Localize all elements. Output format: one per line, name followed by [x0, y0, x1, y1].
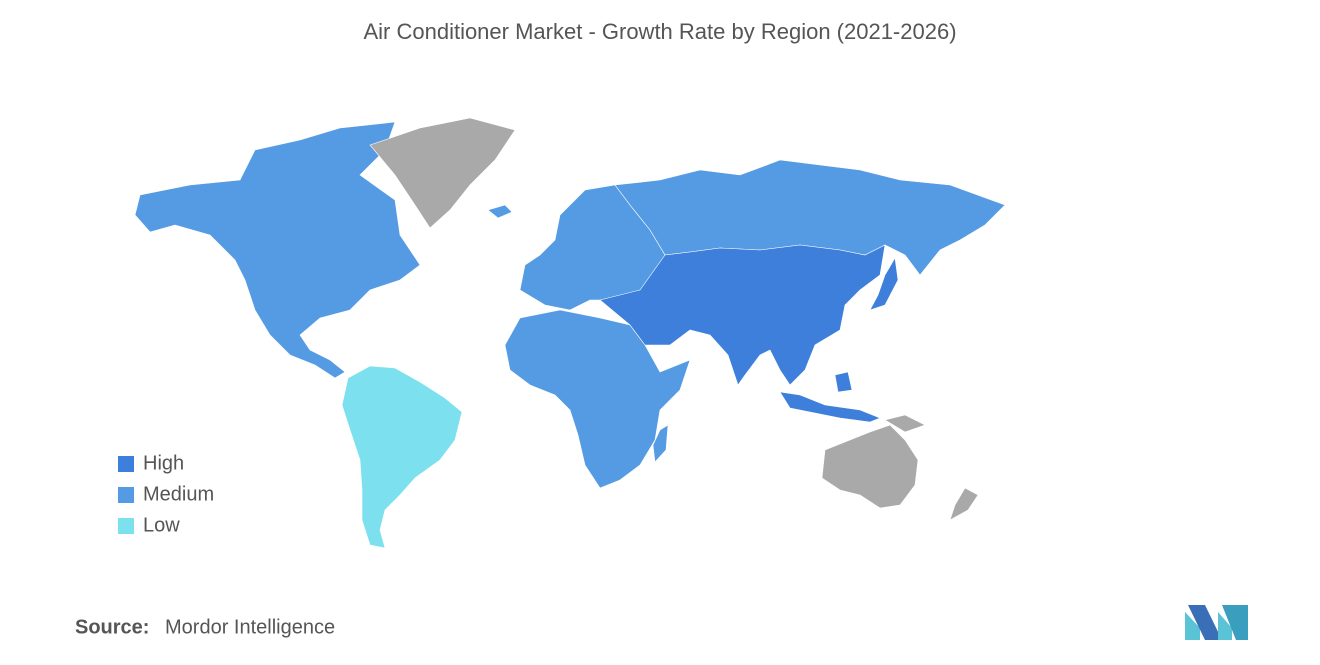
legend-label: Medium [143, 483, 214, 505]
north-america [134, 121, 421, 379]
source-text: Mordor Intelligence [165, 616, 335, 638]
legend-label: Low [143, 514, 180, 536]
asia [599, 244, 886, 386]
greenland [369, 117, 516, 229]
new-zealand [949, 487, 979, 521]
legend-swatch [118, 518, 134, 534]
madagascar [652, 424, 669, 463]
japan [869, 257, 899, 311]
world-map [134, 117, 1006, 549]
legend-swatch [118, 487, 134, 503]
australia [821, 424, 919, 509]
south-america [341, 365, 463, 549]
logo [1185, 605, 1248, 640]
legend: High Medium Low [118, 452, 214, 536]
southeast-asia-islands [779, 371, 881, 423]
source-label: Source: [75, 616, 149, 638]
legend-label: High [143, 452, 184, 474]
papua [884, 414, 926, 433]
iceland [487, 204, 513, 219]
map-title: Air Conditioner Market - Growth Rate by … [363, 19, 956, 44]
legend-swatch [118, 456, 134, 472]
